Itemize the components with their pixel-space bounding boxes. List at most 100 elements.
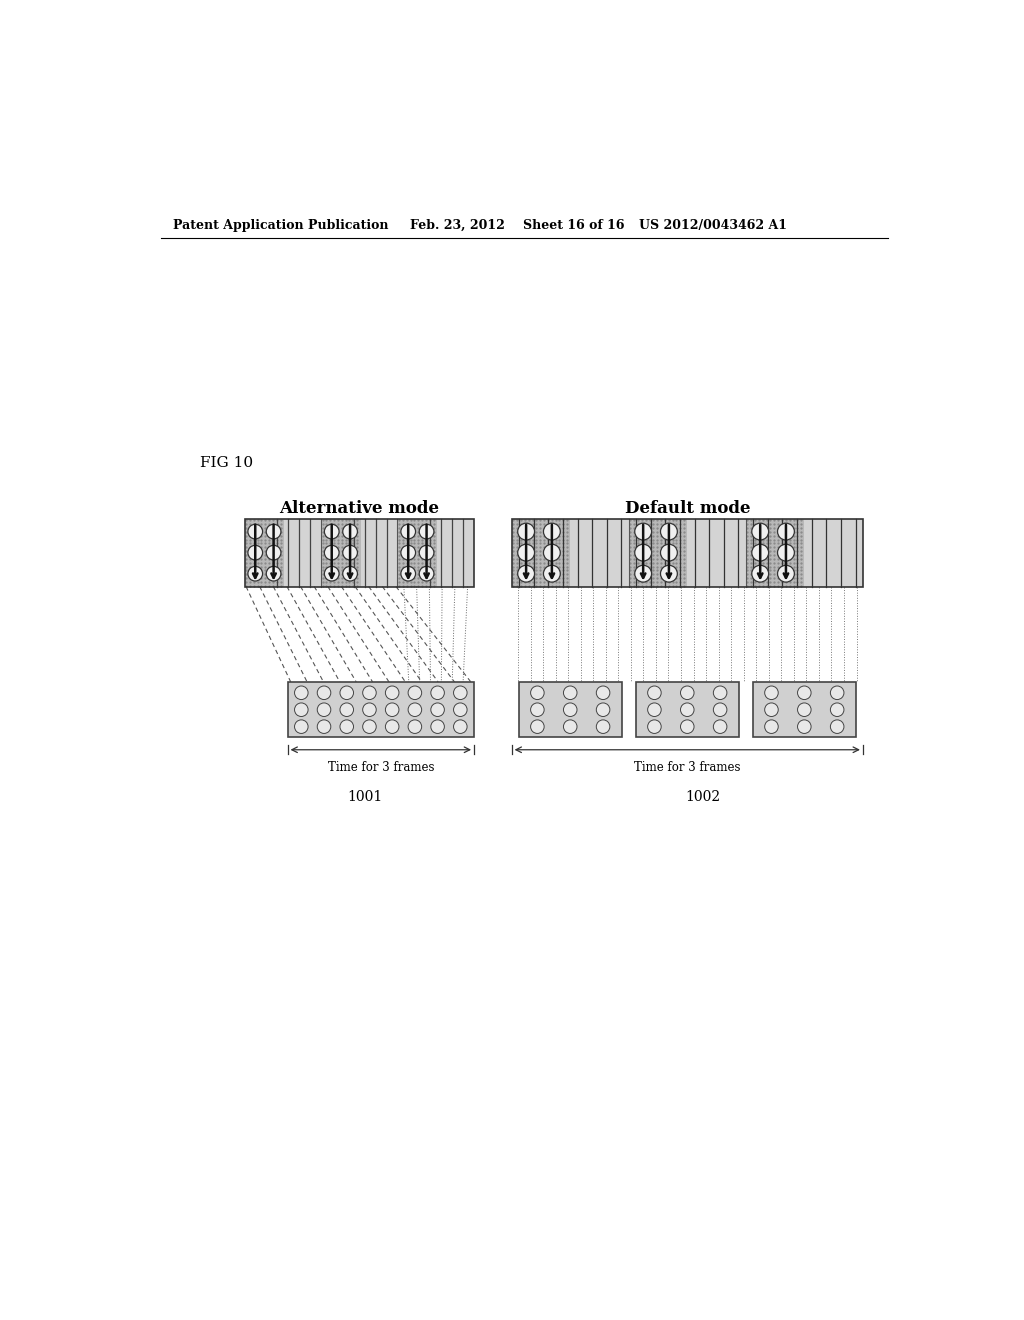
Circle shape: [266, 524, 281, 539]
Bar: [753, 682, 856, 738]
Circle shape: [419, 524, 434, 539]
Text: Patent Application Publication: Patent Application Publication: [173, 219, 388, 232]
Text: Default mode: Default mode: [625, 500, 750, 517]
Circle shape: [317, 719, 331, 734]
Circle shape: [660, 523, 677, 540]
Circle shape: [544, 565, 560, 582]
Circle shape: [777, 565, 795, 582]
Circle shape: [362, 704, 376, 717]
Circle shape: [409, 719, 422, 734]
Circle shape: [385, 686, 399, 700]
Bar: [512, 519, 629, 586]
Circle shape: [660, 544, 677, 561]
Circle shape: [400, 566, 416, 581]
Circle shape: [325, 524, 339, 539]
Bar: [512, 519, 863, 586]
Circle shape: [248, 545, 262, 560]
Circle shape: [765, 719, 778, 734]
Circle shape: [343, 524, 357, 539]
Bar: [245, 519, 474, 586]
Circle shape: [544, 544, 560, 561]
Circle shape: [752, 544, 769, 561]
Circle shape: [317, 686, 331, 700]
Circle shape: [409, 704, 422, 717]
Circle shape: [798, 686, 811, 700]
Circle shape: [518, 565, 535, 582]
Circle shape: [714, 686, 727, 700]
Circle shape: [563, 704, 577, 717]
Circle shape: [660, 565, 677, 582]
Circle shape: [681, 719, 694, 734]
Circle shape: [409, 686, 422, 700]
Circle shape: [325, 566, 339, 581]
Circle shape: [343, 545, 357, 560]
Circle shape: [400, 545, 416, 560]
Circle shape: [681, 686, 694, 700]
Circle shape: [343, 566, 357, 581]
Circle shape: [248, 566, 262, 581]
Text: Time for 3 frames: Time for 3 frames: [634, 760, 740, 774]
Circle shape: [340, 704, 353, 717]
Bar: [636, 682, 739, 738]
Circle shape: [454, 704, 467, 717]
Bar: [397, 519, 474, 586]
Circle shape: [777, 544, 795, 561]
Circle shape: [635, 544, 651, 561]
Circle shape: [752, 523, 769, 540]
Bar: [518, 682, 622, 738]
Circle shape: [530, 719, 544, 734]
Circle shape: [325, 545, 339, 560]
Circle shape: [647, 719, 662, 734]
Circle shape: [714, 719, 727, 734]
Circle shape: [714, 704, 727, 717]
Circle shape: [317, 704, 331, 717]
Circle shape: [400, 524, 416, 539]
Bar: [397, 519, 437, 586]
Circle shape: [385, 704, 399, 717]
Circle shape: [596, 704, 610, 717]
Circle shape: [777, 523, 795, 540]
Text: 1001: 1001: [348, 789, 383, 804]
Circle shape: [798, 704, 811, 717]
Circle shape: [431, 686, 444, 700]
Circle shape: [385, 719, 399, 734]
Circle shape: [647, 704, 662, 717]
Circle shape: [530, 704, 544, 717]
Circle shape: [248, 524, 262, 539]
Bar: [321, 519, 360, 586]
Circle shape: [563, 719, 577, 734]
Circle shape: [830, 719, 844, 734]
Bar: [745, 519, 804, 586]
Bar: [745, 519, 863, 586]
Circle shape: [530, 686, 544, 700]
Circle shape: [830, 686, 844, 700]
Circle shape: [295, 719, 308, 734]
Circle shape: [596, 686, 610, 700]
Bar: [512, 519, 570, 586]
Circle shape: [340, 719, 353, 734]
Circle shape: [431, 719, 444, 734]
Circle shape: [635, 565, 651, 582]
Circle shape: [635, 523, 651, 540]
Circle shape: [266, 545, 281, 560]
Circle shape: [266, 566, 281, 581]
Circle shape: [596, 719, 610, 734]
Circle shape: [454, 719, 467, 734]
Circle shape: [765, 686, 778, 700]
Circle shape: [454, 686, 467, 700]
Circle shape: [647, 686, 662, 700]
Circle shape: [830, 704, 844, 717]
Bar: [245, 519, 285, 586]
Circle shape: [765, 704, 778, 717]
Text: Alternative mode: Alternative mode: [280, 500, 439, 517]
Bar: [288, 682, 474, 738]
Circle shape: [295, 704, 308, 717]
Circle shape: [340, 686, 353, 700]
Circle shape: [681, 704, 694, 717]
Circle shape: [362, 686, 376, 700]
Bar: [245, 519, 321, 586]
Circle shape: [362, 719, 376, 734]
Text: Feb. 23, 2012: Feb. 23, 2012: [410, 219, 505, 232]
Circle shape: [431, 704, 444, 717]
Text: Time for 3 frames: Time for 3 frames: [328, 760, 434, 774]
